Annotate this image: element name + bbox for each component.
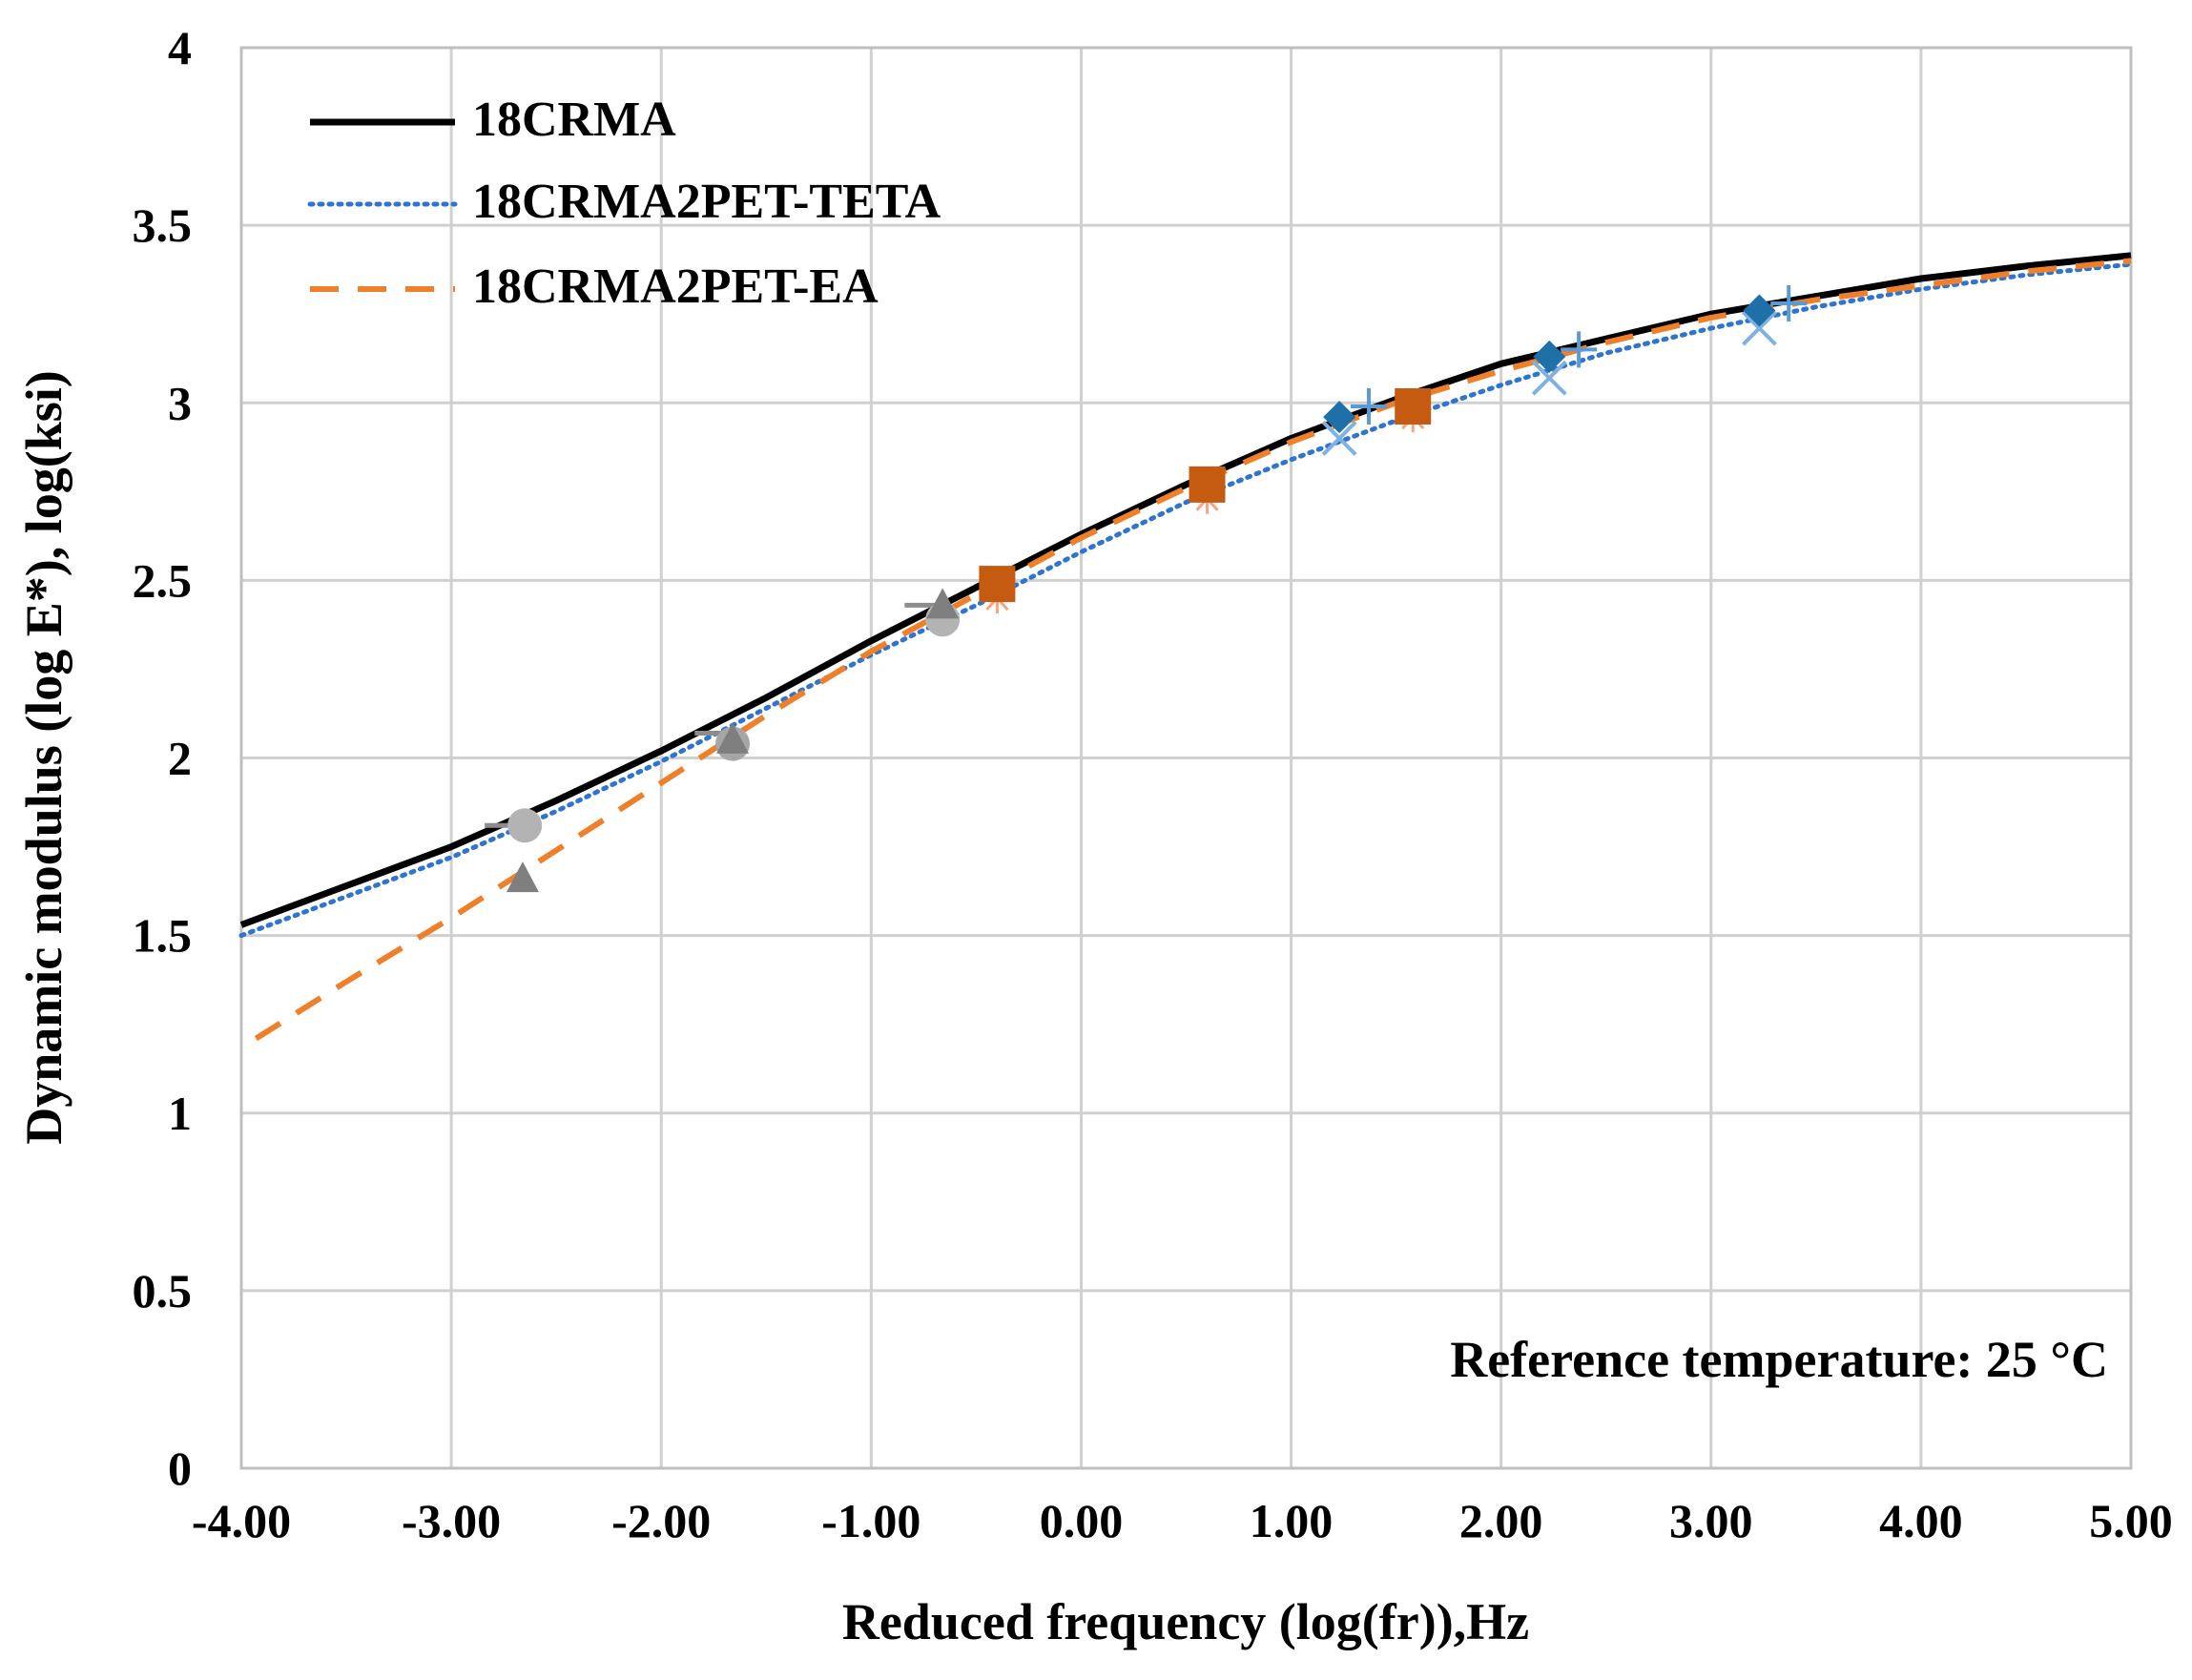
- y-tick-label: 2: [168, 732, 192, 785]
- legend-label-18crma2pet-teta: 18CRMA2PET-TETA: [472, 175, 941, 229]
- x-tick-label: 0.00: [1040, 1494, 1124, 1547]
- y-tick-label: 1.5: [133, 909, 193, 963]
- legend: 18CRMA 18CRMA2PET-TETA 18CRMA2PET-EA: [307, 93, 941, 314]
- series-line-18crma2pet-ea: [254, 258, 2132, 1042]
- x-tick-label: -4.00: [192, 1494, 291, 1547]
- marker-triangle-3: [926, 588, 960, 619]
- marker-plus-2: [1561, 331, 1598, 368]
- marker-ea-square-3: [1395, 387, 1432, 425]
- y-tick-label: 3.5: [133, 198, 193, 252]
- legend-label-18crma: 18CRMA: [472, 93, 676, 147]
- marker-plus-1: [1351, 387, 1387, 425]
- y-tick-label: 2.5: [133, 553, 193, 607]
- marker-x-2: [1531, 360, 1567, 396]
- y-tick-label: 1: [168, 1087, 192, 1140]
- legend-label-18crma2pet-ea: 18CRMA2PET-EA: [472, 259, 879, 314]
- x-tick-label: -2.00: [611, 1494, 711, 1547]
- x-tick-label: 2.00: [1459, 1494, 1543, 1547]
- x-axis-title: Reduced frequency (log(fr)),Hz: [842, 1593, 1529, 1650]
- reference-temperature-note: Reference temperature: 25 °C: [1450, 1331, 2108, 1388]
- y-axis-title: Dynamic modulus (log E*), log(ksi): [15, 370, 72, 1145]
- x-tick-label: -1.00: [821, 1494, 920, 1547]
- series-lines: [238, 252, 2134, 1042]
- marker-triangle-1: [506, 861, 539, 893]
- x-tick-label: 4.00: [1879, 1494, 1963, 1547]
- y-tick-label: 0.5: [133, 1264, 193, 1317]
- marker-x-3: [1741, 310, 1777, 346]
- data-markers: [485, 285, 1808, 893]
- y-tick-label: 4: [168, 21, 192, 74]
- y-tick-label: 0: [168, 1441, 192, 1495]
- x-tick-label: 3.00: [1669, 1494, 1753, 1547]
- plot-area-frame: [239, 46, 2133, 1470]
- marker-ea-square-2: [1189, 466, 1226, 503]
- marker-diamond-3: [1743, 294, 1776, 327]
- marker-plus-3: [1770, 285, 1808, 322]
- marker-diamond-1: [1323, 401, 1356, 434]
- series-line-18crma: [239, 252, 2132, 928]
- y-axis-tick-labels: 0 0.5 1 1.5 2 2.5 3 3.5 4: [133, 21, 193, 1495]
- x-axis-tick-labels: -4.00 -3.00 -2.00 -1.00 0.00 1.00 2.00 3.00 4.00…: [192, 1494, 2173, 1547]
- x-tick-label: -3.00: [402, 1494, 501, 1547]
- marker-diamond-2: [1533, 340, 1566, 373]
- marker-circle-1: [507, 808, 543, 843]
- marker-triangle-2: [716, 722, 750, 754]
- y-tick-label: 3: [168, 376, 192, 429]
- marker-ea-square-1: [979, 566, 1016, 603]
- x-tick-label: 1.00: [1250, 1494, 1334, 1547]
- marker-x-1: [1321, 421, 1357, 456]
- x-tick-label: 5.00: [2089, 1494, 2173, 1547]
- series-line-18crma2pet-teta: [238, 261, 2134, 939]
